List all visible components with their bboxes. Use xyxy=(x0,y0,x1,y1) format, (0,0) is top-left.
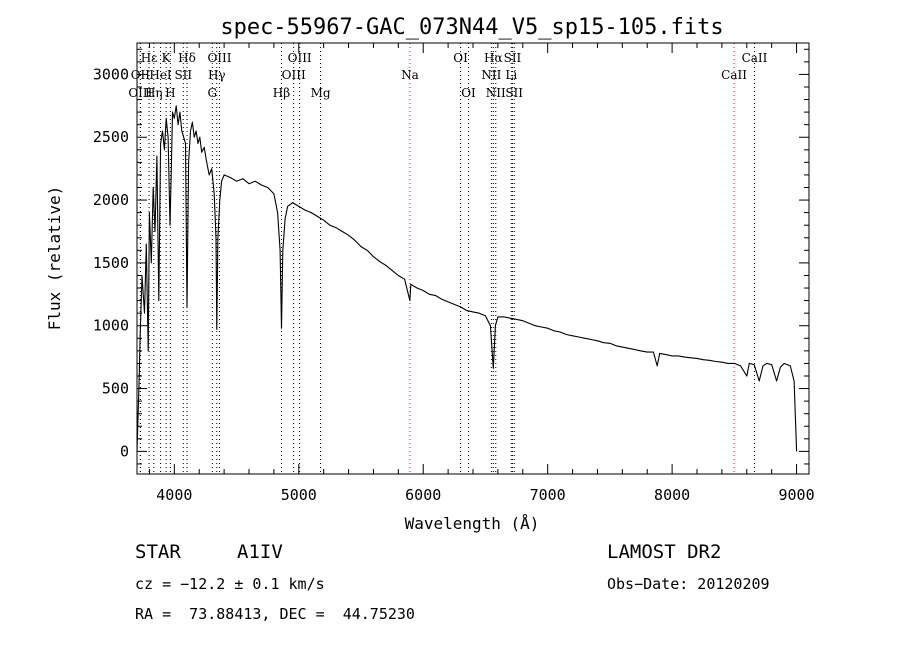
line-label: CaII xyxy=(721,68,747,82)
line-label: OIII xyxy=(282,68,306,82)
line-label: K xyxy=(162,51,172,65)
observation-date: Obs−Date: 20120209 xyxy=(607,575,770,593)
x-tick-label: 7000 xyxy=(530,486,566,504)
line-label: CaII xyxy=(742,51,768,65)
spectrum-line xyxy=(136,105,798,452)
line-label: H xyxy=(165,86,175,100)
x-tick-label: 9000 xyxy=(778,486,814,504)
line-label: HeI xyxy=(149,68,172,82)
y-tick-label: 2000 xyxy=(93,191,129,209)
line-label: Na xyxy=(401,68,419,82)
line-label: SII xyxy=(174,68,192,82)
line-label: Hε xyxy=(141,51,158,65)
y-axis-label: Flux (relative) xyxy=(45,186,64,331)
line-label: OI xyxy=(461,86,476,100)
line-label: Hβ xyxy=(273,86,290,100)
redshift-text: cz = −12.2 ± 0.1 km/s xyxy=(135,575,325,593)
y-tick-label: 1500 xyxy=(93,254,129,272)
y-tick-label: 3000 xyxy=(93,65,129,83)
line-label: OIII xyxy=(207,51,231,65)
line-label: Hγ xyxy=(208,68,226,82)
chart-title: spec-55967-GAC_073N44_V5_sp15-105.fits xyxy=(220,15,723,40)
line-label: Hδ xyxy=(178,51,196,65)
line-label: NII xyxy=(481,68,501,82)
x-tick-label: 5000 xyxy=(281,486,317,504)
line-label: Hα xyxy=(484,51,503,65)
y-tick-label: 1000 xyxy=(93,317,129,335)
line-label: SII xyxy=(504,51,522,65)
x-axis-label: Wavelength (Å) xyxy=(405,514,540,533)
line-label: Mg xyxy=(311,86,331,100)
coordinates-text: RA = 73.88413, DEC = 44.75230 xyxy=(135,605,415,623)
plot-frame xyxy=(136,42,810,475)
line-label: OIII xyxy=(128,86,152,100)
y-tick-label: 2500 xyxy=(93,128,129,146)
object-subclass: A1IV xyxy=(237,541,283,563)
line-label: SII xyxy=(505,86,523,100)
spectrum-series xyxy=(136,105,798,452)
line-label: G xyxy=(207,86,217,100)
y-tick-label: 500 xyxy=(102,380,129,398)
x-tick-label: 4000 xyxy=(156,486,192,504)
line-label: OIII xyxy=(288,51,312,65)
line-label: NII xyxy=(486,86,506,100)
survey-label: LAMOST DR2 xyxy=(607,541,722,563)
line-label: Li xyxy=(505,68,517,82)
line-label: OI xyxy=(453,51,468,65)
x-tick-label: 8000 xyxy=(654,486,690,504)
x-tick-label: 6000 xyxy=(405,486,441,504)
y-tick-label: 0 xyxy=(120,442,129,460)
axis-ticks: 4000 5000 6000 7000 8000 9000 0 500 1000 1500 2000… xyxy=(93,43,815,504)
object-class: STAR xyxy=(135,541,181,563)
line-label: Hη xyxy=(145,86,163,100)
